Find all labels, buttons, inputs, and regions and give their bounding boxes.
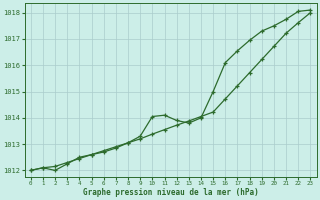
X-axis label: Graphe pression niveau de la mer (hPa): Graphe pression niveau de la mer (hPa) (83, 188, 259, 197)
